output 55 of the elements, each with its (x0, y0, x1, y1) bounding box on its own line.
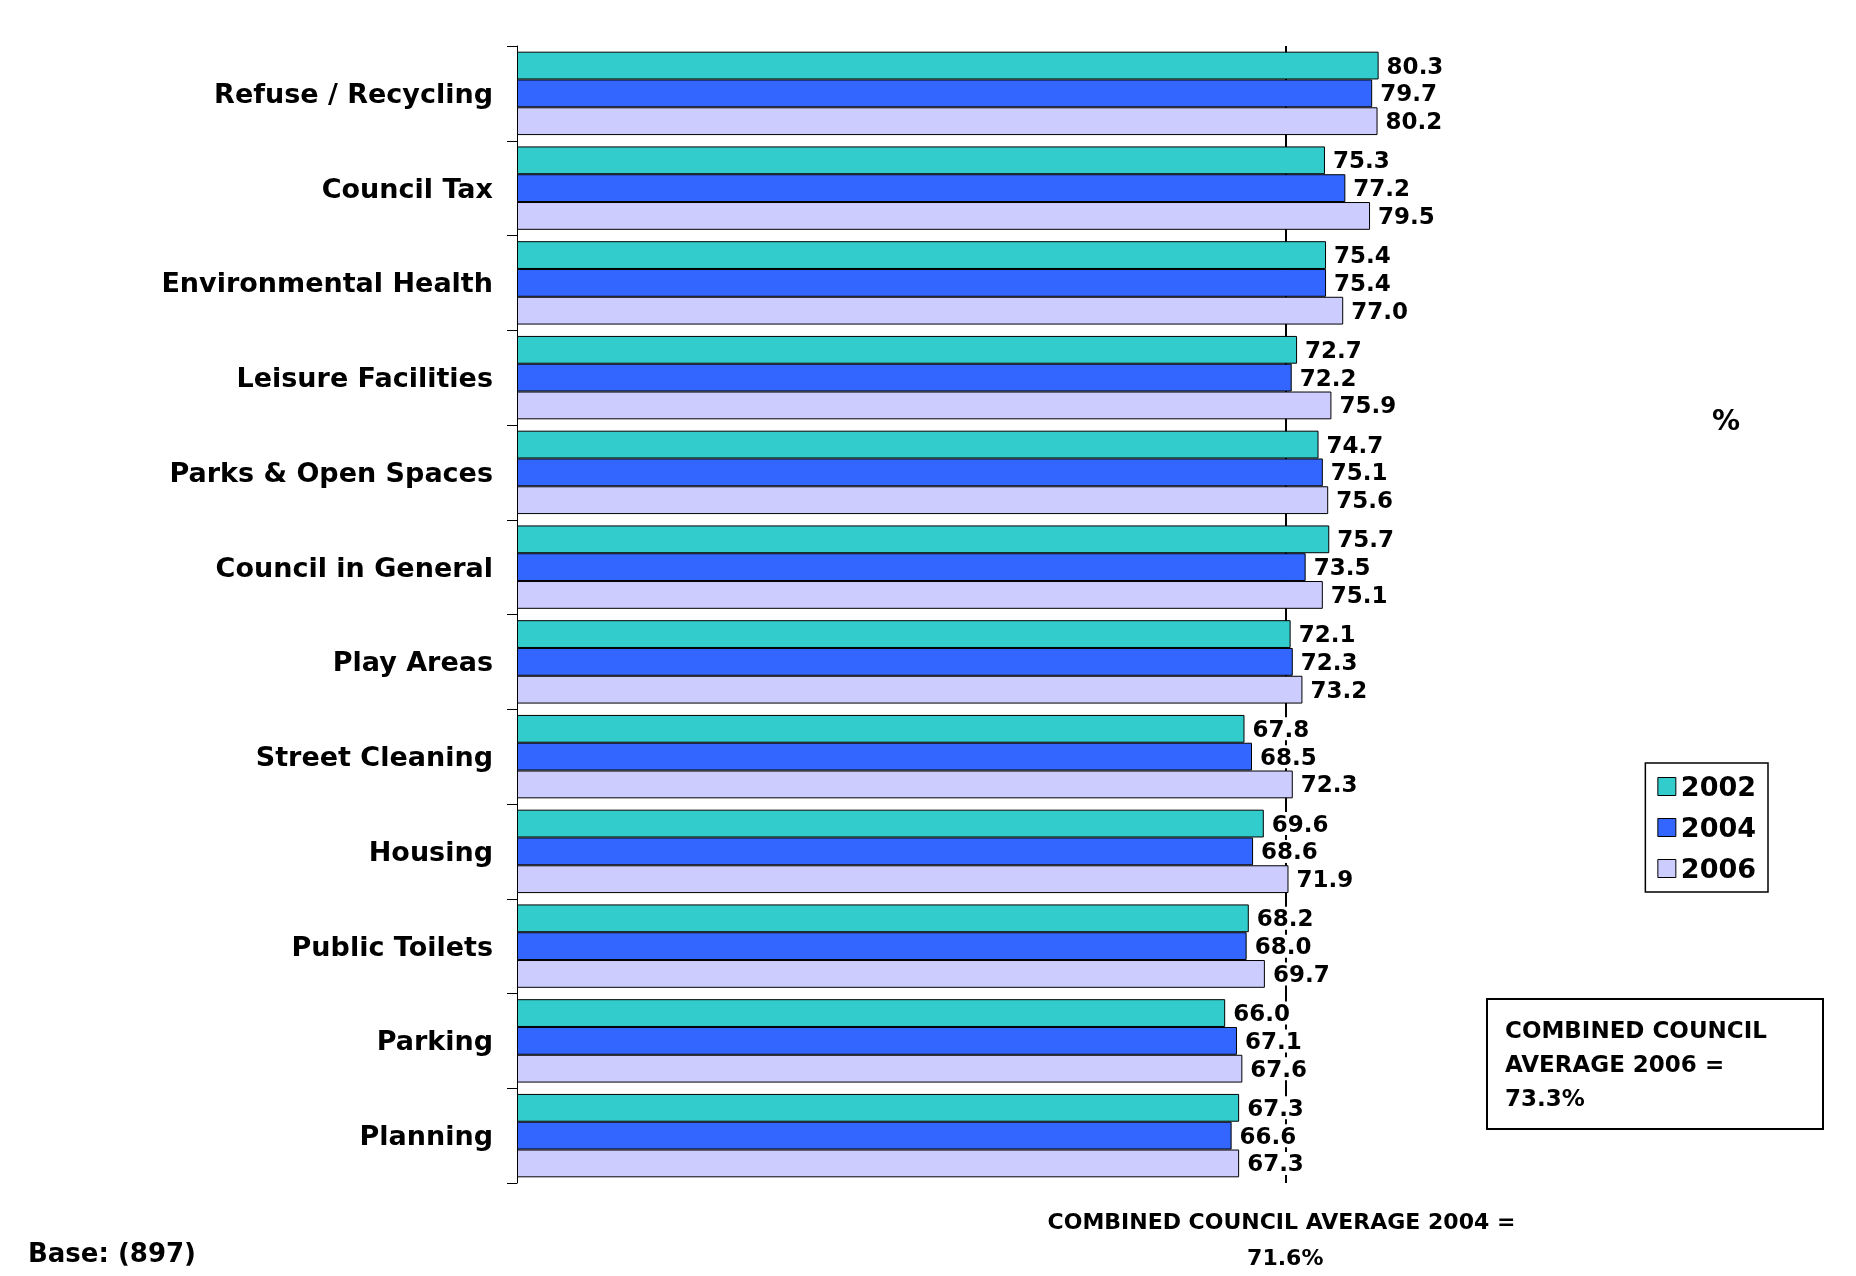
data-label: 69.6 (1271, 810, 1329, 837)
y-tick-label: Refuse / Recycling (214, 77, 493, 109)
y-tick-label: Public Toilets (291, 930, 493, 962)
data-label: 79.5 (1378, 202, 1435, 229)
y-tick-label: Parks & Open Spaces (169, 456, 493, 488)
ref-line-label: COMBINED COUNCIL AVERAGE 2004 = 71.6% (1047, 1208, 1524, 1270)
data-label: 75.1 (1330, 581, 1388, 608)
data-label: 72.7 (1305, 336, 1362, 363)
data-label: 68.0 (1254, 933, 1312, 960)
legend-label: 2002 (1680, 771, 1757, 802)
data-label: 75.4 (1334, 269, 1391, 296)
y-tick-label: Planning (359, 1120, 493, 1152)
data-label: 67.8 (1252, 715, 1310, 742)
y-tick-label: Play Areas (332, 646, 493, 678)
data-label: 72.3 (1300, 648, 1358, 675)
data-label: 67.3 (1247, 1094, 1304, 1121)
y-tick-label: Housing (368, 835, 493, 867)
y-tick-label: Parking (376, 1025, 493, 1057)
data-label: 80.3 (1386, 52, 1444, 79)
data-label: 79.7 (1380, 80, 1437, 107)
data-label: 74.7 (1326, 431, 1384, 458)
data-label: 66.0 (1233, 1000, 1290, 1027)
y-tick-label: Environmental Health (161, 267, 493, 299)
data-label: 75.4 (1334, 242, 1391, 269)
data-label: 75.6 (1336, 487, 1393, 514)
legend-label: 2006 (1680, 853, 1757, 884)
data-label: 67.3 (1247, 1150, 1304, 1177)
data-label: 69.7 (1272, 960, 1330, 987)
legend-label: 2004 (1680, 812, 1757, 843)
y-tick-label: Street Cleaning (255, 741, 493, 773)
text: COMBINED COUNCIL AVERAGE 2006 = 73.3% (1505, 1017, 1775, 1111)
y-tick-label: Leisure Facilities (236, 362, 493, 394)
data-label: 75.3 (1332, 147, 1390, 174)
data-label: 73.5 (1313, 554, 1371, 581)
data-label: 67.1 (1244, 1027, 1302, 1054)
data-label: 75.9 (1339, 392, 1397, 419)
data-label: 77.2 (1353, 175, 1411, 202)
data-label: 80.2 (1385, 108, 1443, 135)
data-label: 77.0 (1351, 297, 1408, 324)
data-label: 73.2 (1310, 676, 1368, 703)
data-label: 66.6 (1239, 1122, 1297, 1149)
text: % (1711, 403, 1741, 437)
text: Base: (897) (28, 1238, 196, 1268)
data-label: 67.6 (1250, 1055, 1308, 1082)
data-label: 68.6 (1261, 838, 1318, 865)
data-label: 71.9 (1296, 866, 1354, 893)
data-label: 72.1 (1298, 621, 1356, 648)
data-label: 75.1 (1330, 459, 1388, 486)
y-tick-label: Council Tax (321, 172, 493, 204)
data-label: 68.5 (1260, 743, 1317, 770)
data-label: 72.2 (1299, 364, 1357, 391)
data-label: 68.2 (1256, 905, 1314, 932)
y-tick-label: Council in General (215, 551, 493, 583)
data-label: 75.7 (1337, 526, 1395, 553)
data-label: 72.3 (1300, 771, 1358, 798)
